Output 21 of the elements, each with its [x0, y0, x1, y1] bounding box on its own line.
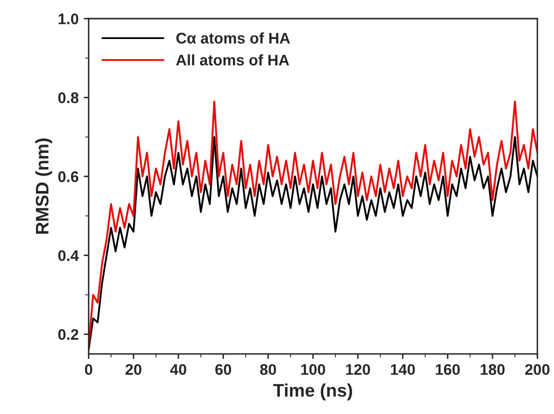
x-tick-label: 160	[436, 364, 460, 375]
x-tick-label: 40	[170, 364, 186, 375]
x-tick-label: 0	[84, 364, 92, 375]
legend-label: All atoms of HA	[176, 54, 290, 66]
y-tick-label: 0.2	[58, 329, 78, 340]
x-tick-label: 200	[525, 364, 550, 375]
y-axis-title: RMSD (nm)	[35, 138, 52, 234]
line-series	[88, 136, 538, 351]
x-tick-label: 60	[215, 364, 232, 375]
y-tick-label: 0.6	[58, 171, 78, 182]
y-tick-label: 1.0	[58, 14, 78, 24]
x-tick-label: 80	[260, 364, 276, 375]
x-tick-label: 100	[301, 364, 326, 375]
y-tick-label: 0.8	[58, 92, 78, 104]
y-tick-label: 0.4	[58, 250, 79, 262]
legend-label: Cα atoms of HA	[176, 32, 290, 44]
x-tick-label: 140	[390, 364, 415, 375]
x-tick-label: 180	[480, 364, 505, 375]
x-tick-label: 120	[346, 364, 370, 375]
x-axis-title: Time (ns)	[273, 383, 352, 400]
x-tick-label: 20	[126, 364, 142, 375]
